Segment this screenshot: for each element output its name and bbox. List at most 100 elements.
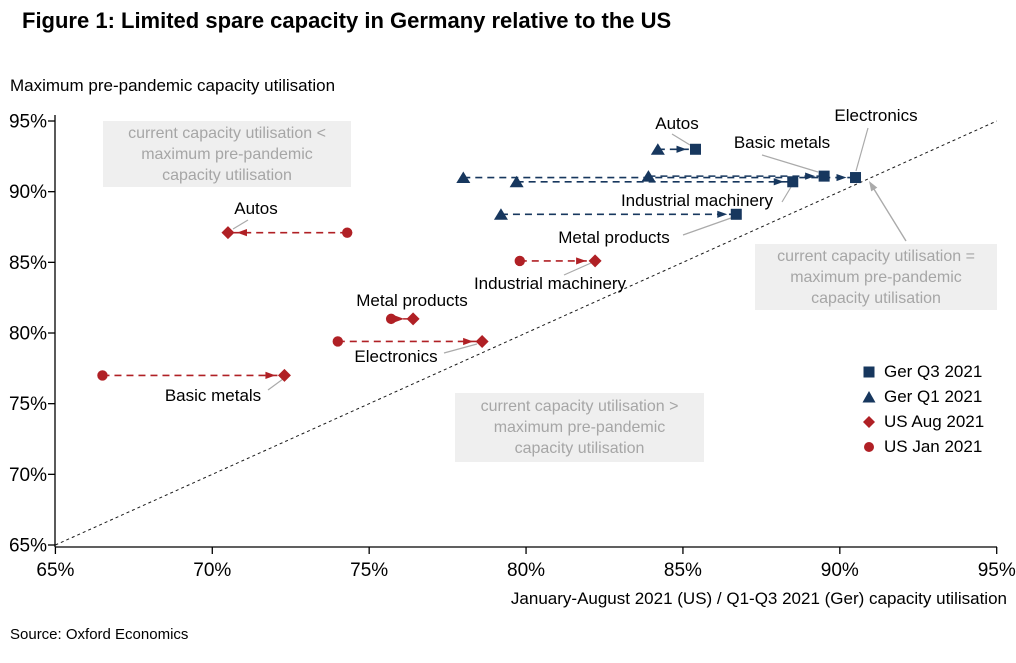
legend-label: US Aug 2021	[884, 411, 985, 431]
connector-us-basic-metals	[267, 378, 284, 391]
diamond-icon	[863, 415, 875, 428]
x-tick-label-65: 65%	[36, 560, 74, 581]
us-aug-marker-electronics	[475, 334, 489, 348]
us-aug-marker-basic-metals	[277, 368, 291, 382]
figure-title: Figure 1: Limited spare capacity in Germ…	[22, 8, 672, 33]
sector-label-us-electronics: Electronics	[354, 347, 438, 366]
legend-entry-us-jan-2021: US Jan 2021	[862, 434, 984, 459]
sector-label-ger-electronics: Electronics	[834, 106, 918, 125]
legend: Ger Q3 2021 Ger Q1 2021 US Aug 2021 US Jan …	[862, 359, 984, 459]
annotation-eq-pointer-head	[869, 181, 878, 192]
ger-q3-marker-industrial-machinery	[787, 176, 799, 188]
source-note: Source: Oxford Economics	[10, 626, 189, 643]
y-tick-label-95: 95%	[9, 112, 47, 133]
connector-ger-autos	[671, 133, 691, 146]
sector-label-ger-autos: Autos	[655, 114, 699, 133]
annotation-lt-line: capacity utilisation	[162, 166, 292, 184]
legend-label: US Jan 2021	[884, 436, 983, 456]
legend-label: Ger Q1 2021	[884, 386, 983, 406]
sector-label-us-metal-products: Metal products	[356, 291, 468, 310]
sector-label-ger-metal-products: Metal products	[558, 228, 670, 247]
sector-label-us-basic-metals: Basic metals	[164, 386, 262, 405]
circle-glyph	[864, 441, 874, 452]
annotation-eq-line: maximum pre-pandemic	[790, 268, 962, 286]
legend-label: Ger Q3 2021	[884, 361, 983, 381]
annotation-lt: current capacity utilisation < maximum pr…	[103, 121, 351, 187]
connector-us-electronics	[443, 343, 478, 354]
ger-q3-marker-basic-metals	[818, 170, 830, 182]
connector-ger-industrial-machinery	[781, 186, 792, 203]
us-aug-marker-metal-products	[406, 312, 420, 326]
annotation-lt-line: current capacity utilisation <	[128, 124, 326, 142]
ger-autos-arrowhead	[676, 145, 687, 153]
us-jan-marker-basic-metals	[97, 370, 108, 381]
annotation-gt-line: current capacity utilisation >	[480, 398, 679, 415]
us-autos-arrowhead	[236, 229, 247, 237]
us-jan-marker-industrial-machinery	[514, 255, 525, 267]
annotation-eq-line: capacity utilisation	[811, 289, 941, 307]
us-aug-marker-autos	[221, 226, 235, 240]
triangle-icon	[862, 390, 876, 402]
y-tick-label-90: 90%	[9, 182, 47, 203]
us-jan-marker-metal-products	[385, 313, 397, 325]
us-jan-marker-electronics	[332, 336, 343, 347]
sector-label-ger-industrial-machinery: Industrial machinery	[620, 191, 774, 210]
x-tick-label-90: 90%	[821, 560, 859, 581]
us-electronics-arrowhead	[463, 337, 474, 346]
identity-line	[55, 120, 997, 546]
connector-us-autos	[232, 219, 249, 230]
ger-industrial-machinery-arrowhead	[773, 178, 784, 186]
sector-label-us-industrial-machinery: Industrial machinery	[473, 274, 627, 293]
y-tick-label-65: 65%	[9, 536, 47, 557]
x-tick-label-70: 70%	[193, 560, 231, 581]
annotation-gt-line: capacity utilisation	[514, 440, 645, 457]
ger-q3-marker-electronics	[850, 172, 862, 184]
connector-ger-electronics	[855, 127, 869, 172]
us-aug-marker-industrial-machinery	[588, 254, 602, 268]
annotation-eq-line: current capacity utilisation =	[777, 247, 975, 265]
y-tick-label-70: 70%	[9, 465, 47, 486]
square-glyph	[863, 366, 875, 377]
square-icon	[863, 366, 875, 377]
annotation-gt-line: maximum pre-pandemic	[493, 419, 666, 436]
annotation-gt: current capacity utilisation > maximum pr…	[455, 393, 704, 462]
y-tick-label-80: 80%	[9, 324, 47, 345]
us-metal-products-arrowhead	[394, 315, 405, 323]
y-tick-label-75: 75%	[9, 394, 47, 415]
annotation-lt-line: maximum pre-pandemic	[141, 145, 313, 163]
x-tick-label-85: 85%	[664, 560, 702, 581]
legend-entry-us-aug-2021: US Aug 2021	[862, 409, 984, 434]
connector-ger-metal-products	[682, 217, 732, 236]
y-tick-label-85: 85%	[9, 253, 47, 274]
annotation-eq: current capacity utilisation = maximum pr…	[755, 244, 997, 310]
legend-entry-ger-q3-2021: Ger Q3 2021	[862, 359, 984, 384]
ger-q1-marker-electronics	[456, 171, 471, 184]
diamond-glyph	[863, 415, 875, 428]
connector-us-industrial-machinery	[563, 262, 592, 276]
x-axis-title: January-August 2021 (US) / Q1-Q3 2021 (G…	[510, 589, 1007, 608]
us-industrial-machinery-arrowhead	[576, 257, 587, 265]
x-tick-label-80: 80%	[507, 560, 545, 581]
ger-q3-marker-autos	[689, 143, 701, 155]
x-tick-label-75: 75%	[350, 560, 388, 581]
circle-icon	[864, 441, 874, 452]
us-basic-metals-arrowhead	[265, 371, 276, 380]
triangle-glyph	[862, 390, 876, 402]
annotation-eq-pointer-line	[869, 182, 907, 242]
ger-q1-marker-autos	[650, 143, 665, 155]
ger-q3-marker-metal-products	[730, 208, 742, 220]
ger-q1-marker-metal-products	[493, 208, 508, 220]
ger-q1-marker-industrial-machinery	[509, 175, 524, 188]
sector-label-ger-basic-metals: Basic metals	[733, 133, 831, 152]
y-axis-title: Maximum pre-pandemic capacity utilisatio…	[10, 76, 336, 95]
ger-basic-metals-arrowhead	[805, 172, 816, 180]
ger-q1-marker-basic-metals	[641, 170, 656, 182]
ger-electronics-arrowhead	[836, 173, 847, 182]
legend-entry-ger-q1-2021: Ger Q1 2021	[862, 384, 984, 409]
x-tick-label-95: 95%	[978, 560, 1016, 581]
us-jan-marker-autos	[342, 227, 353, 238]
connector-ger-basic-metals	[761, 154, 819, 173]
sector-label-us-autos: Autos	[234, 199, 278, 218]
